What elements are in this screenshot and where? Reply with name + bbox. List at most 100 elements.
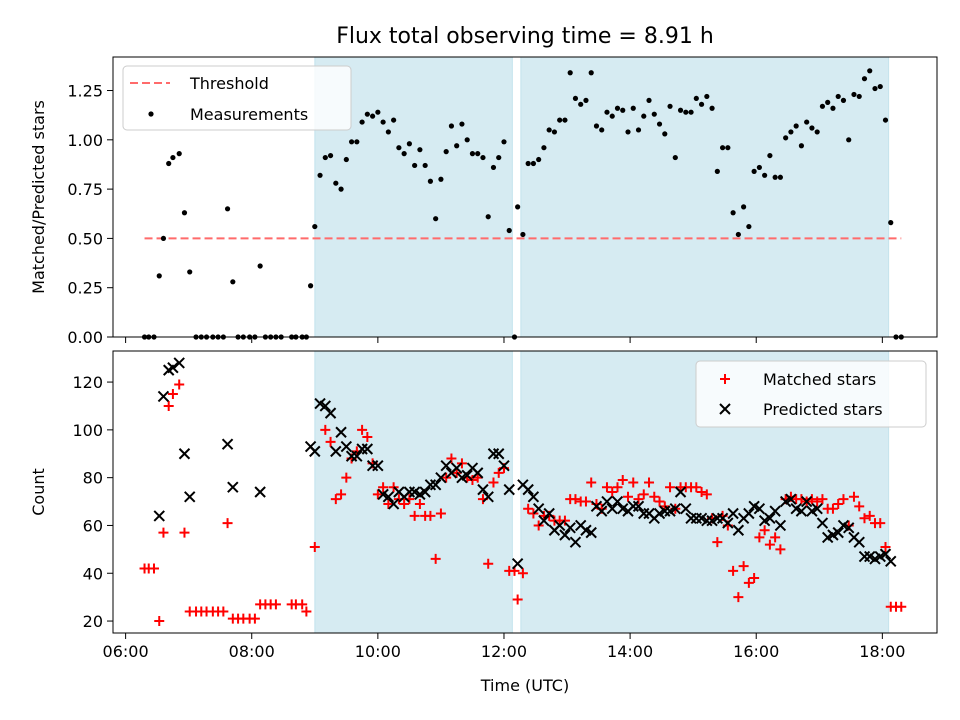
matched-star-point — [743, 577, 754, 588]
count-legend: Matched stars Predicted stars — [695, 360, 927, 428]
matched-star-point — [174, 379, 185, 390]
matched-star-point — [467, 475, 478, 486]
matched-star-point — [644, 477, 655, 488]
predicted-star-point — [569, 536, 582, 548]
x-tick-label: 18:00 — [859, 642, 905, 661]
measurement-point — [572, 95, 579, 102]
predicted-star-point — [596, 505, 608, 517]
matched-star-point — [827, 503, 838, 514]
predicted-star-point — [372, 460, 384, 472]
measurement-point — [656, 121, 663, 127]
predicted-star-point — [157, 390, 170, 403]
matched-star-point — [472, 472, 483, 483]
measurement-point — [798, 143, 805, 149]
y-tick-label: 0.75 — [67, 180, 103, 199]
matched-star-point — [859, 513, 870, 524]
x-tick-label: 14:00 — [607, 642, 653, 661]
y-tick-label: 80 — [83, 469, 103, 488]
predicted-star-point — [361, 443, 374, 455]
predicted-star-point — [351, 450, 363, 462]
predicted-star-point — [387, 498, 400, 510]
measurement-point — [156, 273, 162, 279]
predicted-star-point — [493, 448, 505, 460]
matched-star-point — [362, 432, 373, 443]
matched-star-point — [580, 496, 591, 507]
matched-star-point — [720, 374, 730, 384]
predicted-star-point — [153, 510, 165, 522]
measurement-point — [662, 131, 668, 137]
measurement-point — [588, 70, 594, 76]
predicted-star-point — [753, 503, 766, 515]
matched-star-point — [880, 541, 891, 552]
measurement-point — [343, 156, 349, 163]
predicted-star-point — [450, 462, 463, 474]
measurement-point — [506, 227, 512, 234]
predicted-star-point — [461, 469, 473, 481]
measurement-point — [257, 263, 263, 269]
count-panel-xticks: 06:00 08:00 10:00 12:00 14:00 16:00 18:00 — [103, 633, 905, 661]
predicted-star-point — [527, 491, 540, 503]
matched-star-point — [665, 482, 676, 493]
measurement-point — [525, 160, 531, 167]
predicted-star-point — [477, 483, 489, 496]
predicted-star-point — [800, 495, 813, 508]
matched-star-point — [817, 494, 828, 505]
matched-star-point — [875, 518, 886, 529]
predicted-star-point — [553, 519, 566, 532]
measurement-point — [867, 68, 873, 74]
predicted-star-point — [340, 440, 353, 453]
predicted-star-point — [324, 407, 337, 419]
measurement-point — [672, 154, 678, 161]
measurement-point — [861, 76, 868, 82]
measurement-point — [224, 206, 231, 212]
x-tick-label: 10:00 — [355, 642, 401, 661]
legend-measurement-swatch — [148, 111, 154, 117]
measurement-point — [401, 151, 407, 157]
y-tick-label: 0.50 — [67, 229, 103, 248]
measurement-point — [683, 109, 689, 115]
predicted-star-point — [843, 522, 855, 534]
measurement-point — [496, 154, 502, 161]
measurement-point — [338, 186, 344, 192]
measurement-point — [714, 168, 720, 174]
x-tick-label: 08:00 — [229, 642, 275, 661]
measurement-point — [438, 176, 444, 182]
measurement-points — [141, 68, 904, 340]
measurement-point — [546, 127, 552, 133]
matched-star-point — [249, 613, 260, 624]
measurement-point — [515, 204, 521, 210]
matched-star-point — [336, 489, 347, 500]
measurement-point — [730, 210, 736, 216]
predicted-star-point — [719, 403, 731, 415]
measurement-point — [688, 109, 694, 115]
matched-star-point — [483, 558, 494, 569]
measurement-point — [667, 103, 673, 109]
predicted-star-point — [879, 548, 892, 560]
measurement-point — [814, 129, 820, 135]
measurement-point — [327, 152, 334, 159]
predicted-star-point — [503, 483, 515, 496]
matched-star-point — [612, 482, 623, 493]
measurement-point — [872, 85, 878, 92]
y-tick-label: 120 — [72, 373, 103, 392]
ratio-panel-xticks — [125, 337, 883, 343]
predicted-star-point — [774, 519, 787, 532]
measurement-point — [856, 93, 862, 100]
measurement-point — [835, 93, 841, 100]
measurement-point — [756, 164, 762, 171]
matched-star-point — [372, 489, 383, 500]
legend-predicted-label: Predicted stars — [763, 400, 883, 419]
predicted-star-point — [764, 512, 776, 524]
matched-star-point — [446, 453, 457, 464]
predicted-star-point — [795, 505, 808, 517]
measurement-point — [448, 123, 455, 129]
measurement-point — [777, 174, 783, 180]
count-panel-yticks: 20 40 60 80 100 120 — [72, 373, 113, 631]
matched-star-point — [691, 482, 702, 493]
matched-star-point — [517, 568, 528, 579]
measurement-point — [830, 105, 836, 111]
matched-star-point — [528, 508, 539, 519]
measurement-point — [396, 145, 402, 151]
measurement-point — [422, 162, 428, 169]
legend-box — [695, 360, 927, 428]
